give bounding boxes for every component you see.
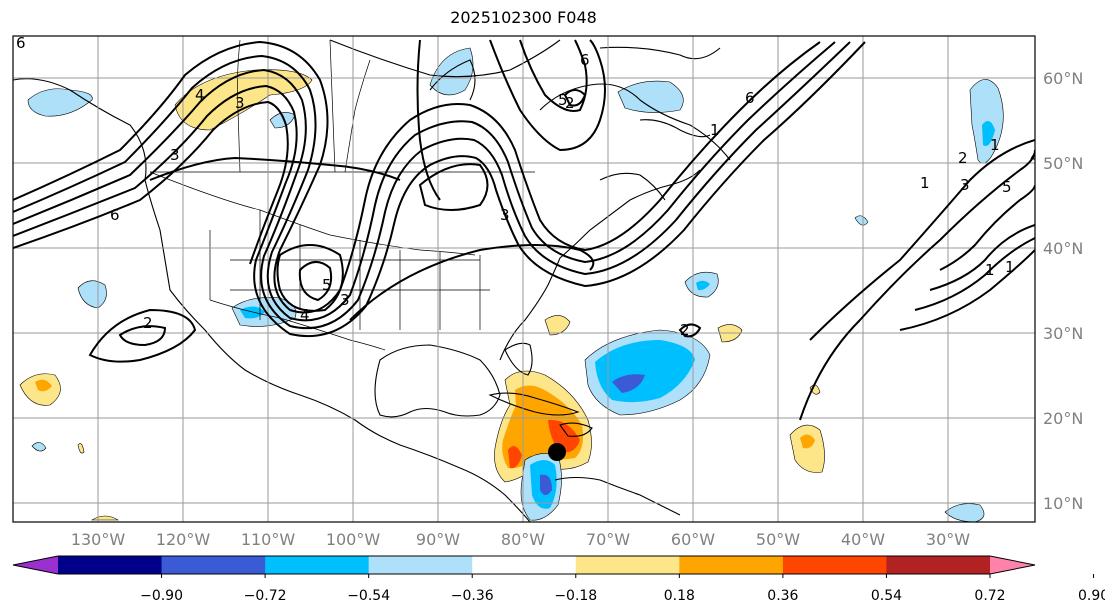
storm-marker [548, 443, 566, 461]
contour-label-group: 6 6 6 6 4 4 4 2 2 2 2 1 1 1 1 3 3 3 3 3 … [16, 34, 1040, 339]
contour-label: 5 [558, 91, 568, 109]
contour-label: 1 [1005, 258, 1015, 276]
contour-label: 6 [110, 206, 120, 224]
contour-label: 3 [235, 94, 245, 112]
lon-label: 50°W [756, 530, 800, 549]
lon-label: 60°W [671, 530, 715, 549]
colorbar-tick-label: 0.72 [974, 588, 1005, 604]
colorbar-extend-high [990, 556, 1035, 574]
contour-label: 6 [745, 89, 755, 107]
contour-label: 4 [1030, 148, 1040, 166]
lon-label: 80°W [501, 530, 545, 549]
contour-label: 2 [958, 149, 968, 167]
colorbar-swatch [161, 556, 266, 574]
contour-label: 4 [300, 306, 310, 324]
contour-label: 1 [920, 174, 930, 192]
contour-label: 1 [710, 121, 720, 139]
lat-label: 50°N [1043, 154, 1083, 173]
colorbar: −0.90 −0.72 −0.54 −0.36 −0.18 0.18 0.36 0.54 0.7… [12, 555, 1105, 604]
colorbar-swatch [368, 556, 473, 574]
lat-label: 10°N [1043, 494, 1083, 513]
colorbar-swatch [782, 556, 887, 574]
map-title: 2025102300 F048 [450, 8, 597, 27]
lon-label: 70°W [586, 530, 630, 549]
lat-label: 60°N [1043, 69, 1083, 88]
contour-label: 6 [16, 34, 26, 52]
colorbar-swatch [58, 556, 163, 574]
colorbar-tick-label: −0.90 [140, 588, 183, 604]
colorbar-swatch [679, 556, 784, 574]
contour-label: 6 [580, 51, 590, 69]
contour-label: 4 [195, 86, 205, 104]
lon-label: 120°W [156, 530, 211, 549]
lat-label: 30°N [1043, 324, 1083, 343]
lon-label: 90°W [416, 530, 460, 549]
contour-label: 1 [985, 261, 995, 279]
colorbar-tick-label: 0.54 [871, 588, 902, 604]
contour-label: 5 [1002, 178, 1012, 196]
colorbar-swatch [575, 556, 680, 574]
colorbar-tick-label: 0.90 [1078, 588, 1105, 604]
lon-label: 100°W [326, 530, 381, 549]
lat-label: 40°N [1043, 239, 1083, 258]
contour-label: 3 [500, 206, 510, 224]
lon-label: 30°W [926, 530, 970, 549]
contour-label: 3 [340, 291, 350, 309]
map-frame [12, 35, 1036, 523]
contour-lines [13, 39, 1035, 421]
latitude-labels: 60°N 50°N 40°N 30°N 20°N 10°N [1043, 69, 1083, 513]
contour-label: 5 [322, 276, 332, 294]
contour-label: 3 [170, 146, 180, 164]
contour-label: 3 [960, 176, 970, 194]
contour-label: 2 [143, 314, 153, 332]
colorbar-tick-label: −0.72 [244, 588, 287, 604]
colorbar-swatch [472, 556, 577, 574]
colorbar-tick-label: 0.36 [767, 588, 798, 604]
lon-label: 110°W [241, 530, 296, 549]
lon-label: 130°W [71, 530, 126, 549]
lon-label: 40°W [841, 530, 885, 549]
contour-label: 2 [680, 321, 690, 339]
contour-label: 2 [565, 94, 575, 112]
lat-label: 20°N [1043, 409, 1083, 428]
colorbar-extend-low [13, 556, 58, 574]
colorbar-tick-label: −0.18 [554, 588, 597, 604]
colorbar-swatch [886, 556, 991, 574]
colorbar-tick-label: −0.54 [347, 588, 390, 604]
colorbar-tick-label: 0.18 [664, 588, 695, 604]
colorbar-swatch [265, 556, 370, 574]
contour-label: 1 [990, 136, 1000, 154]
longitude-labels: 130°W 120°W 110°W 100°W 90°W 80°W 70°W 6… [71, 530, 970, 549]
colorbar-tick-label: −0.36 [451, 588, 494, 604]
